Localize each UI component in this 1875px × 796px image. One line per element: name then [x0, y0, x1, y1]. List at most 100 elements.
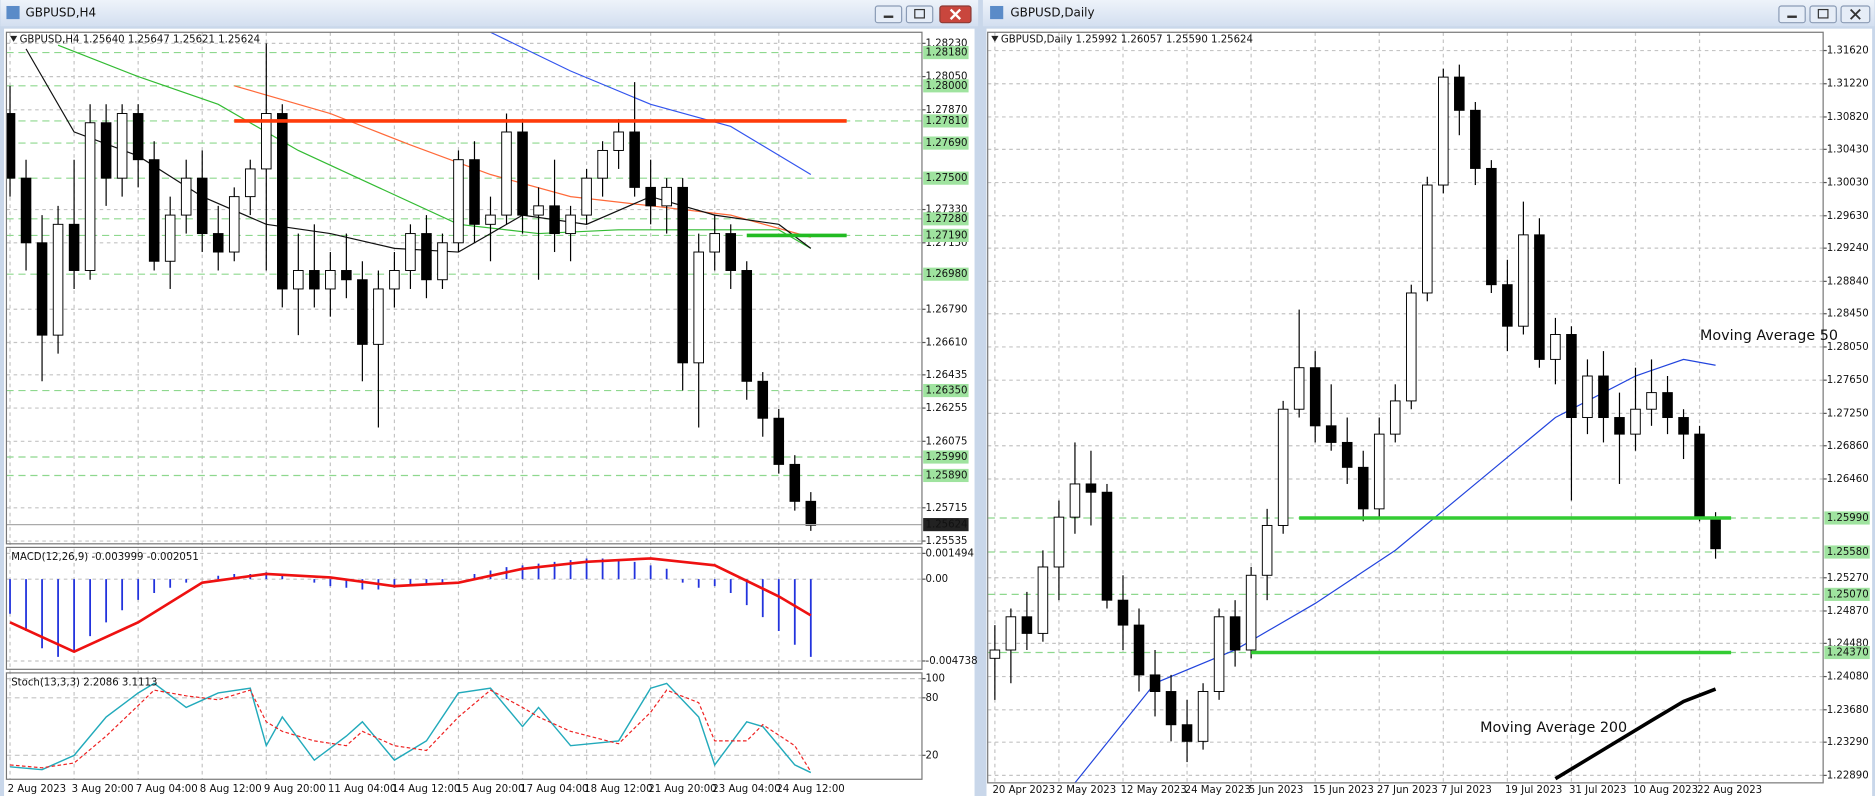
candle-body: [1454, 76, 1465, 111]
x-tick-label: 8 Aug 12:00: [200, 784, 262, 795]
info-arrow: [10, 35, 18, 42]
x-tick-label: 15 Jun 2023: [1313, 785, 1374, 796]
candle-body: [1037, 566, 1049, 634]
candle-body: [1325, 425, 1337, 443]
level-label: 1.26350: [926, 386, 968, 397]
candle-body: [485, 214, 496, 225]
candle-body: [549, 205, 560, 235]
y-tick-label: 1.27650: [1827, 375, 1869, 386]
minimize-button[interactable]: [1778, 5, 1806, 24]
maximize-button[interactable]: [905, 5, 934, 24]
moving-average: [234, 85, 811, 238]
y-tick-label: 0.00: [926, 574, 949, 585]
candle-body: [293, 270, 304, 290]
x-tick-label: 27 Jun 2023: [1377, 785, 1438, 796]
candle-body: [212, 233, 224, 253]
candle-body: [20, 177, 32, 244]
level-label: 1.27190: [926, 230, 968, 241]
candles: [989, 64, 1721, 763]
level-tag: [923, 228, 969, 242]
candle-body: [661, 186, 672, 207]
x-tick-label: 9 Aug 20:00: [264, 784, 326, 795]
last-price-tag: [923, 518, 969, 532]
candle-body: [565, 214, 576, 235]
stoch-signal: [9, 689, 812, 772]
level-label: 1.28000: [926, 81, 968, 92]
window-title: GBPUSD,Daily: [1010, 6, 1094, 20]
y-tick-label: 1.24870: [1827, 606, 1869, 617]
level-label: 1.26980: [926, 269, 968, 280]
candle-body: [1069, 483, 1081, 518]
candle-body: [325, 270, 336, 290]
level-tag: [923, 212, 969, 226]
y-tick-label: 1.28450: [1827, 309, 1869, 320]
candle-body: [1502, 284, 1513, 327]
x-tick-label: 21 Aug 20:00: [648, 784, 716, 795]
level-label: 1.27280: [926, 214, 968, 225]
maximize-button[interactable]: [1809, 5, 1837, 24]
x-tick-label: 11 Aug 04:00: [328, 784, 396, 795]
candle-body: [1277, 408, 1289, 526]
x-tick-label: 10 Aug 2023: [1633, 785, 1698, 796]
candle-body: [1165, 691, 1177, 726]
candle-body: [629, 131, 640, 188]
candle-body: [1373, 433, 1385, 510]
level-tag: [923, 46, 969, 60]
minimize-button[interactable]: [874, 5, 903, 24]
candle-body: [373, 288, 384, 345]
candle-body: [1245, 574, 1257, 651]
candle-body: [581, 177, 592, 216]
level-tag: [923, 383, 969, 398]
level-label: 1.25890: [926, 470, 968, 481]
x-tick-label: 7 Aug 04:00: [136, 784, 198, 795]
annotation: Moving Average 50: [1700, 328, 1838, 344]
candle-body: [1213, 616, 1225, 692]
candle-body: [517, 131, 528, 216]
candle-body: [1470, 109, 1481, 169]
level-tag: [1824, 545, 1870, 559]
candle-body: [36, 242, 48, 336]
y-tick-label: 1.23290: [1827, 737, 1869, 748]
candle-body: [1053, 516, 1065, 568]
candle-body: [405, 233, 416, 271]
candle-body: [116, 113, 128, 179]
candle-body: [1646, 392, 1657, 410]
y-tick-label: 1.30430: [1827, 144, 1869, 155]
candle-body: [1021, 616, 1033, 634]
candle-body: [389, 270, 400, 290]
x-tick-label: 24 Aug 12:00: [776, 784, 844, 795]
y-tick-label: 1.26255: [926, 403, 968, 414]
x-tick-label: 23 Aug 04:00: [712, 784, 780, 795]
candle-body: [725, 233, 737, 271]
x-tick-label: 15 Aug 20:00: [456, 784, 524, 795]
candle-body: [277, 113, 288, 290]
level-label: 1.28180: [926, 48, 968, 59]
symbol-info: GBPUSD,Daily 1.25992 1.26057 1.25590 1.2…: [1001, 34, 1253, 45]
panel-frame: [5, 31, 923, 545]
panel-label: Stoch(13,3,3) 2.2086 3.1113: [11, 677, 157, 688]
candle-body: [613, 131, 624, 151]
x-tick-label: 3 Aug 20:00: [72, 784, 134, 795]
candle-body: [1710, 516, 1721, 550]
candle-body: [1518, 234, 1529, 327]
x-tick-label: 2 Aug 2023: [8, 784, 67, 795]
moving-average: [490, 32, 812, 176]
panel-frame: [987, 31, 1824, 784]
candle-body: [1694, 433, 1705, 518]
candle-body: [1005, 616, 1017, 651]
candle-body: [1566, 334, 1577, 419]
y-tick-label: 1.26860: [1827, 441, 1869, 452]
level-tag: [1824, 587, 1870, 601]
y-tick-label: 1.26790: [926, 304, 968, 315]
candle-body: [1662, 392, 1673, 419]
candle-body: [533, 205, 544, 216]
y-tick-label: 1.27330: [926, 205, 968, 216]
last-price-label: 1.25624: [926, 520, 968, 531]
symbol-info: GBPUSD,H4 1.25640 1.25647 1.25621 1.2562…: [20, 34, 261, 45]
candle-body: [453, 159, 464, 244]
candle-body: [6, 113, 16, 179]
stoch-main: [9, 682, 812, 774]
candle-body: [501, 131, 512, 216]
y-tick-label: -0.004738: [926, 656, 978, 667]
